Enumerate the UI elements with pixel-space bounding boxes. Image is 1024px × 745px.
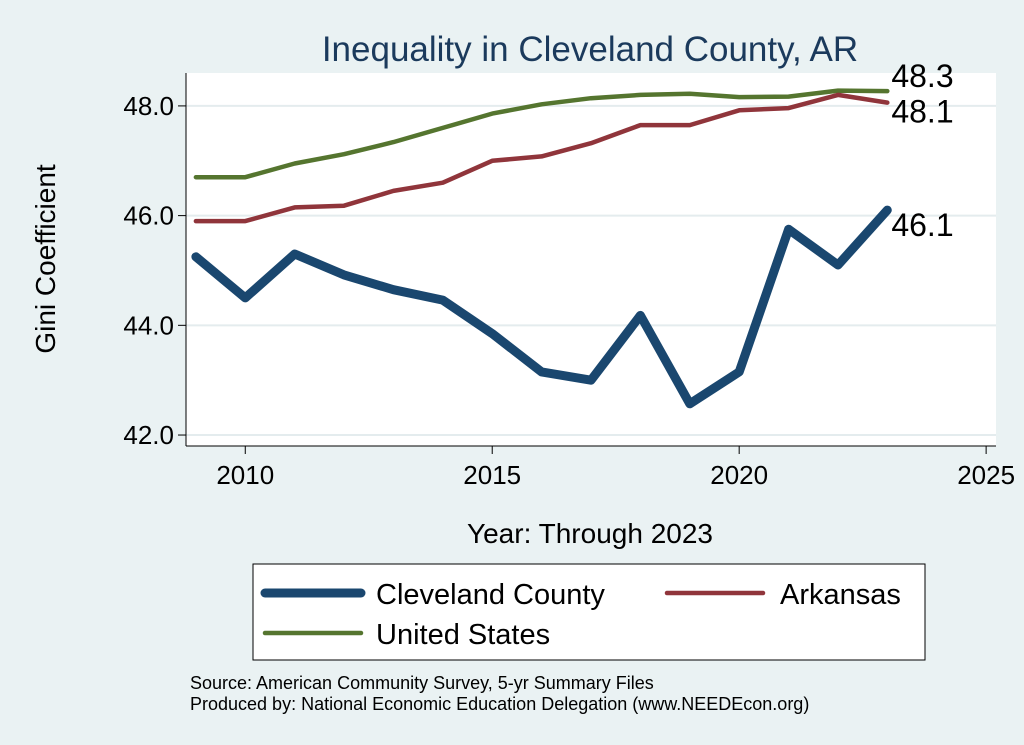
x-axis: 2010 2015 2020 2025 — [186, 445, 1015, 490]
y-tick-label: 42.0 — [123, 420, 174, 450]
series-lines — [191, 88, 892, 409]
legend-box — [252, 563, 926, 661]
y-axis: 42.0 44.0 46.0 48.0 — [123, 73, 187, 450]
end-label-arkansas: 48.1 — [891, 94, 953, 130]
end-label-cleveland-county: 46.1 — [891, 207, 953, 243]
gridlines — [186, 104, 996, 437]
chart-title: Inequality in Cleveland County, AR — [322, 30, 858, 69]
legend-label-cleveland-county: Cleveland County — [376, 579, 605, 611]
series-line-arkansas — [193, 92, 890, 224]
end-labels: 46.1 48.148.3 — [891, 58, 953, 243]
y-tick-label: 48.0 — [123, 91, 174, 121]
series-line-cleveland-county — [191, 205, 892, 409]
series-line-united-states — [193, 88, 890, 180]
y-axis-title: Gini Coefficient — [30, 164, 61, 354]
source-line-2: Produced by: National Economic Education… — [190, 694, 809, 714]
x-tick-label: 2025 — [957, 460, 1015, 490]
legend-label-arkansas: Arkansas — [780, 579, 901, 611]
y-tick-label: 46.0 — [123, 201, 174, 231]
source-line-1: Source: American Community Survey, 5-yr … — [190, 673, 654, 693]
legend: Cleveland County Arkansas United States — [252, 563, 926, 661]
end-label-united-states: 48.3 — [891, 58, 953, 94]
x-axis-title: Year: Through 2023 — [467, 518, 713, 549]
x-tick-label: 2010 — [216, 460, 274, 490]
legend-label-united-states: United States — [376, 619, 550, 651]
x-tick-label: 2020 — [710, 460, 768, 490]
x-tick-label: 2015 — [463, 460, 521, 490]
y-tick-label: 44.0 — [123, 310, 174, 340]
